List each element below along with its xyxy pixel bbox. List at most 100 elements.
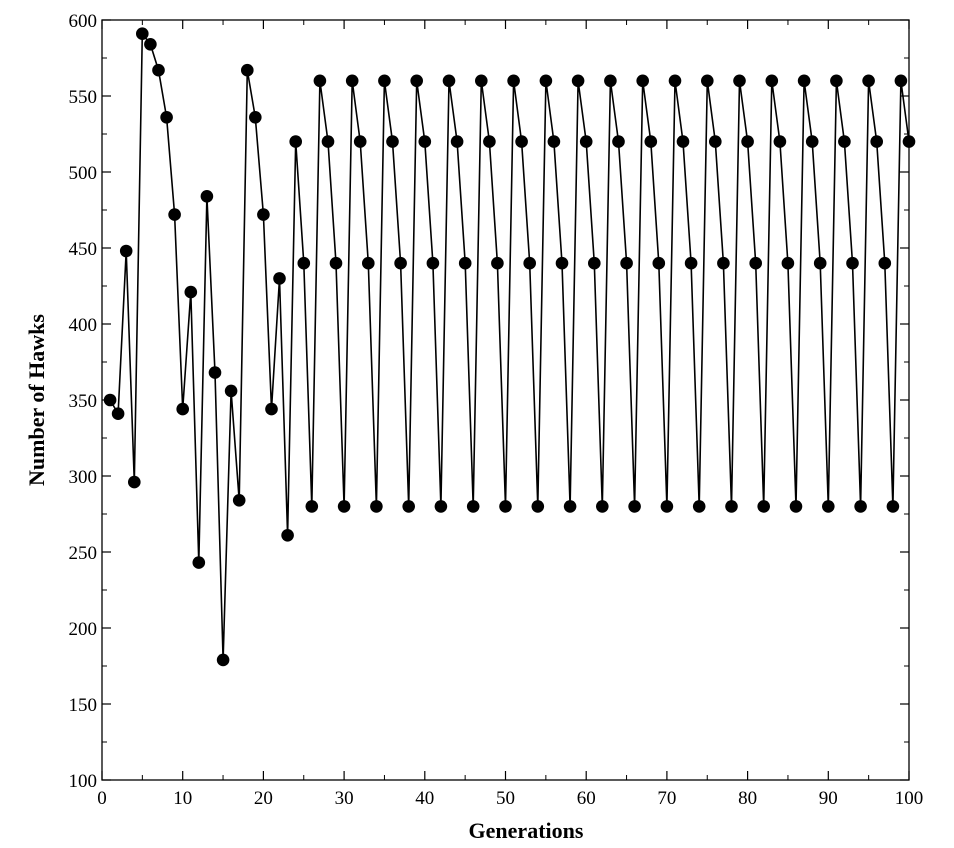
data-point (805, 135, 819, 148)
data-point (684, 256, 698, 270)
data-point (725, 500, 738, 513)
data-point (822, 500, 835, 513)
y-tick-label: 500 (69, 163, 98, 184)
data-point (749, 256, 762, 270)
x-tick-label: 90 (819, 788, 838, 809)
data-point (426, 256, 440, 270)
data-point (604, 74, 617, 88)
y-tick-label: 450 (69, 239, 98, 260)
data-point (370, 500, 383, 513)
y-tick-label: 300 (69, 467, 98, 488)
data-point (854, 500, 867, 513)
data-point (321, 135, 335, 148)
y-tick-label: 100 (69, 771, 98, 792)
data-point (588, 256, 601, 270)
y-tick-label: 400 (69, 315, 98, 336)
x-tick-label: 100 (895, 788, 924, 809)
data-point (765, 74, 779, 88)
data-point (160, 111, 173, 124)
y-tick-label: 250 (69, 543, 98, 564)
data-point (620, 256, 633, 270)
data-point (757, 500, 770, 513)
x-tick-label: 40 (415, 788, 434, 809)
data-point (111, 407, 125, 421)
data-point (612, 135, 625, 148)
y-tick-label: 600 (69, 11, 98, 32)
data-point (257, 208, 270, 221)
data-point (418, 135, 432, 148)
data-point (701, 74, 714, 88)
data-point (152, 63, 165, 77)
data-point (410, 74, 424, 88)
y-tick-label: 350 (69, 391, 98, 412)
data-point (547, 135, 561, 148)
x-tick-label: 10 (173, 788, 192, 809)
data-point (523, 256, 536, 270)
axis-ticks (101, 19, 910, 781)
data-point (862, 74, 875, 88)
data-point (902, 135, 916, 148)
data-point (644, 135, 658, 148)
data-point (249, 111, 262, 124)
data-point (709, 135, 722, 148)
y-tick-label: 200 (69, 619, 98, 640)
axis-tick-labels: 0 10 20 30 40 50 60 70 80 90 100 100 150 200 250 300 350… (69, 11, 924, 809)
data-point (773, 135, 787, 148)
data-point (265, 402, 278, 416)
data-point (297, 256, 311, 270)
x-tick-label: 70 (657, 788, 676, 809)
data-point (200, 190, 214, 203)
data-point (128, 475, 141, 489)
data-point (531, 500, 545, 513)
data-point (434, 500, 448, 513)
data-point (289, 135, 303, 148)
data-point (353, 135, 367, 148)
data-point (119, 244, 133, 258)
x-tick-label: 50 (496, 788, 515, 809)
data-point (232, 494, 246, 507)
data-point (813, 256, 827, 270)
x-tick-label: 80 (738, 788, 757, 809)
data-point (144, 38, 157, 51)
data-point (636, 74, 649, 88)
data-point (305, 500, 319, 513)
data-point (733, 74, 746, 88)
x-tick-label: 20 (254, 788, 273, 809)
y-tick-label: 550 (69, 87, 98, 108)
data-point (676, 135, 690, 148)
data-point (499, 500, 512, 513)
data-point (571, 74, 585, 88)
data-point (216, 653, 230, 667)
data-point (329, 256, 343, 270)
data-point (781, 256, 795, 270)
data-point (394, 256, 407, 270)
data-point (491, 256, 504, 270)
data-point (660, 500, 674, 513)
data-point (797, 74, 811, 88)
data-point (458, 256, 472, 270)
data-point (273, 272, 286, 285)
data-points (103, 27, 916, 667)
data-point (345, 74, 359, 88)
data-point (337, 500, 351, 513)
data-point (894, 74, 908, 88)
x-tick-label: 0 (97, 788, 107, 809)
data-point (402, 500, 416, 513)
data-point (378, 74, 391, 88)
data-point (281, 529, 294, 542)
data-point (507, 74, 520, 88)
data-point (168, 208, 181, 221)
data-point (450, 135, 464, 148)
data-point (442, 74, 456, 88)
data-point (717, 256, 730, 270)
data-point (184, 285, 198, 299)
data-point (668, 74, 682, 88)
data-point (103, 393, 117, 407)
data-point (539, 74, 553, 88)
data-point (515, 135, 528, 148)
data-point (846, 256, 859, 270)
data-point (313, 74, 327, 88)
data-point (596, 500, 609, 513)
data-point (224, 384, 238, 398)
data-point (362, 256, 375, 270)
